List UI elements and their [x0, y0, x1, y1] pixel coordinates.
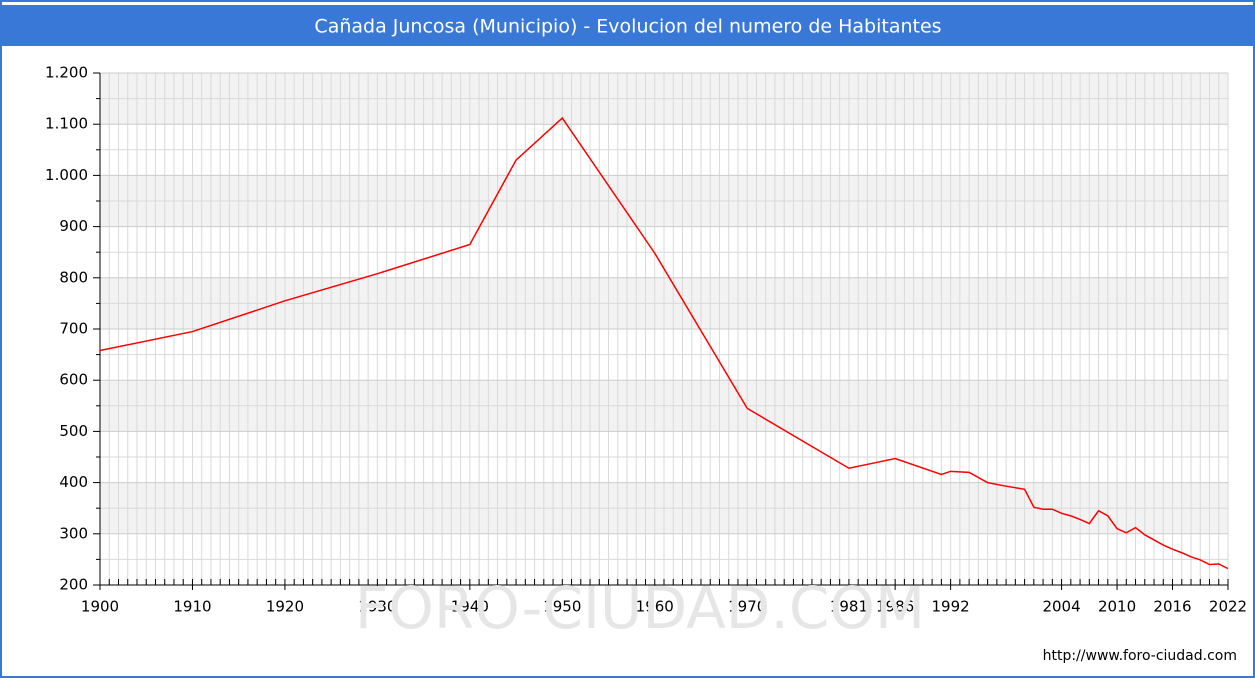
data-line [99, 116, 1229, 570]
x-tick-label: 1970 [728, 598, 766, 616]
y-tick-label: 1.000 [45, 166, 88, 184]
chart-title: Cañada Juncosa (Municipio) - Evolucion d… [314, 16, 941, 38]
y-tick-label: 1.200 [45, 64, 88, 82]
x-tick-label: 2004 [1042, 598, 1080, 616]
x-tick-label: 1950 [543, 598, 581, 616]
x-tick-label: 2022 [1209, 598, 1247, 616]
x-tick-label: 1940 [451, 598, 489, 616]
y-tick-label: 200 [59, 576, 88, 594]
title-bar [1, 5, 1254, 46]
y-tick-label: 1.100 [45, 115, 88, 133]
y-tick-label: 500 [59, 422, 88, 440]
x-tick-label: 2016 [1153, 598, 1191, 616]
x-tick-label: 1900 [81, 598, 119, 616]
x-tick-label: 1930 [358, 598, 396, 616]
y-tick-label: 800 [59, 268, 88, 286]
y-tick-label: 600 [59, 371, 88, 389]
y-tick-label: 300 [59, 524, 88, 542]
x-tick-label: 1920 [266, 598, 304, 616]
x-tick-label: 1981 [830, 598, 868, 616]
plot: 200 300 400 500 600 700 800 900 1.000 1.100 1.200 1… [45, 64, 1247, 616]
y-tick-label: 400 [59, 473, 88, 491]
watermark: FORO-CIUDAD.COM [355, 574, 925, 642]
x-tick-label: 1992 [932, 598, 970, 616]
x-tick-label: 1910 [173, 598, 211, 616]
x-tick-label: 1986 [876, 598, 914, 616]
x-tick-label: 1960 [636, 598, 674, 616]
y-tick-label: 900 [59, 217, 88, 235]
x-tick-label: 2010 [1098, 598, 1136, 616]
y-tick-label: 700 [59, 320, 88, 338]
source: http://www.foro-ciudad.com [1043, 648, 1237, 664]
